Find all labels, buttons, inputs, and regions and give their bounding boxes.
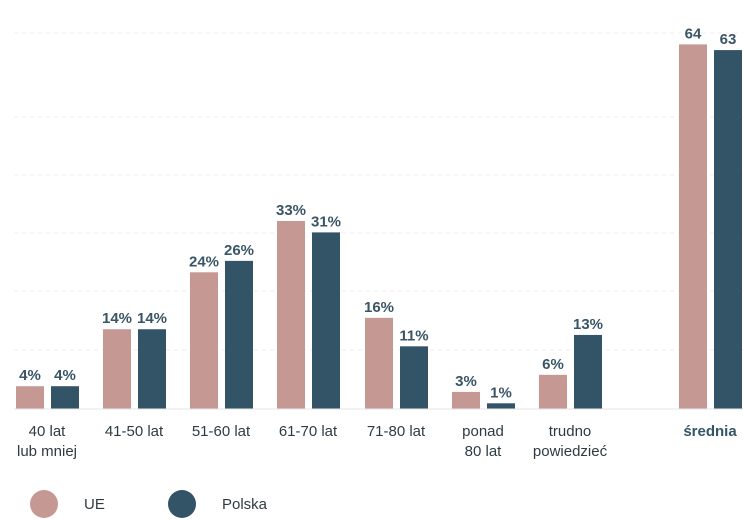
bar-ue-71-80-lat [365,317,393,409]
bar-polska-41-50-lat [138,329,166,409]
bar-ue-40-lat-lub-mniej [16,386,44,409]
legend-swatch-polska [168,490,196,518]
value-label-polska-ponad-80-lat: 1% [490,384,512,401]
bar-polska-40-lat-lub-mniej [51,386,79,409]
bar-ue-trudno-powiedziec [539,374,567,409]
value-label-ue-61-70-lat: 33% [276,202,306,219]
value-label-ue-trudno-powiedziec: 6% [542,356,564,373]
legend: UE Polska [30,490,268,518]
category-labels: 40 lat lub mniej 41-50 lat 51-60 lat 61-70 l… [17,423,737,460]
value-label-polska-srednia: 63 [720,31,737,48]
value-label-ue-71-80-lat: 16% [364,299,394,316]
category-label-71-80-lat: 71-80 lat [367,423,426,440]
category-label-trudno-powiedziec: trudno powiedzieć [533,423,608,460]
value-label-polska-trudno-powiedziec: 13% [573,316,603,333]
bar-polska-trudno-powiedziec [574,334,602,409]
category-label-51-60-lat: 51-60 lat [192,423,251,440]
bar-ue-51-60-lat [190,272,218,409]
bar-polska-51-60-lat [225,260,253,409]
category-label-41-50-lat: 41-50 lat [105,423,164,440]
category-label-srednia: średnia [683,423,737,440]
value-label-ue-40-lat-lub-mniej: 4% [19,367,41,384]
value-label-ue-51-60-lat: 24% [189,253,219,270]
bar-ue-61-70-lat [277,221,305,409]
bar-polska-srednia [714,50,742,409]
legend-swatch-ue [30,490,58,518]
grid-lines [14,32,743,351]
legend-label-polska: Polska [222,496,268,513]
bars [16,44,742,409]
value-label-ue-srednia: 64 [685,25,702,42]
bar-polska-ponad-80-lat [487,403,515,409]
value-label-ue-ponad-80-lat: 3% [455,373,477,390]
value-label-polska-61-70-lat: 31% [311,213,341,230]
legend-label-ue: UE [84,496,105,513]
category-label-ponad-80-lat: ponad 80 lat [462,423,504,460]
bar-ue-41-50-lat [103,329,131,409]
value-label-polska-51-60-lat: 26% [224,242,254,259]
bar-polska-71-80-lat [400,346,428,409]
value-labels: 4% 4% 14% 14% 24% 26% 33% 31% 16% 11% 3% 1% 6% 13% 64 6… [19,25,736,401]
value-label-ue-41-50-lat: 14% [102,310,132,327]
value-label-polska-41-50-lat: 14% [137,310,167,327]
bar-polska-61-70-lat [312,232,340,409]
bar-ue-ponad-80-lat [452,391,480,409]
bar-ue-srednia [679,44,707,409]
value-label-polska-40-lat-lub-mniej: 4% [54,367,76,384]
category-label-61-70-lat: 61-70 lat [279,423,338,440]
value-label-polska-71-80-lat: 11% [399,327,428,344]
category-label-40-lat-lub-mniej: 40 lat lub mniej [17,423,77,460]
